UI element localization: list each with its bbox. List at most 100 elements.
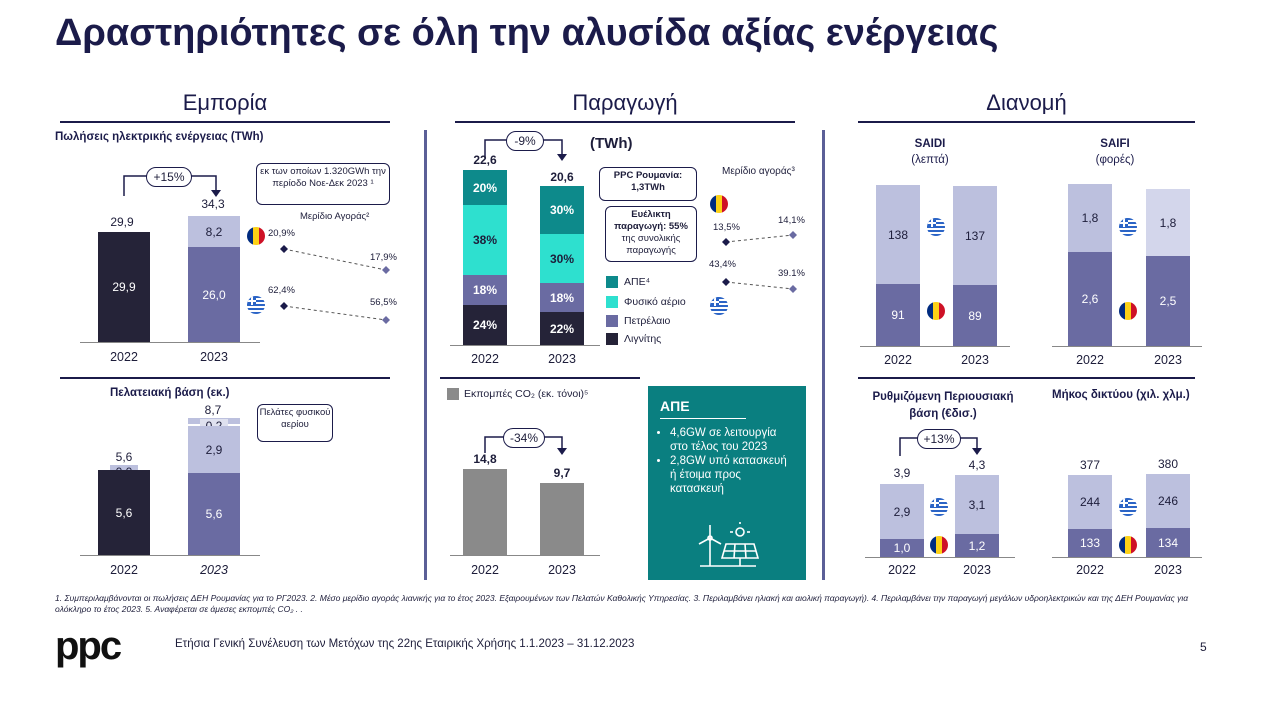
saifi-2023-ro: 2,5: [1146, 256, 1190, 346]
year-label: 2022: [471, 352, 499, 366]
year-label: 2023: [963, 563, 991, 577]
co2-title: Εκπομπές CO₂ (εκ. τόνοι)⁵: [464, 388, 589, 400]
generation-share-label: Μερίδιο αγοράς³: [722, 166, 795, 177]
flex-bold: Ευέλικτη παραγωγή: 55%: [614, 209, 688, 232]
legend-res: ΑΠΕ⁴: [624, 276, 651, 288]
gen-2022-lignite: 24%: [463, 305, 507, 345]
divider: [858, 121, 1195, 123]
legend-oil: Πετρέλαιο: [624, 315, 671, 327]
divider: [455, 121, 795, 123]
generation-total-2023: 20,6: [550, 170, 574, 184]
saidi-2023-ro: 89: [953, 285, 997, 346]
rab-total-2022: 3,9: [893, 466, 911, 480]
section-distribution: Διανομή: [986, 90, 1067, 115]
customers-title: Πελατειακή βάση (εκ.): [110, 387, 230, 399]
co2-bar-2022: [463, 469, 507, 555]
gen-2023-lignite: 22%: [540, 312, 584, 345]
customers-total-2022: 5,6: [115, 450, 133, 464]
network-2022-gr: 244: [1068, 475, 1112, 529]
co2-value-2022: 14,8: [473, 452, 497, 466]
sales-ro-share-2022: 20,9%: [268, 228, 295, 239]
legend-lignite: Λιγνίτης: [624, 333, 662, 345]
ppc-logo: ppc: [55, 624, 122, 668]
year-label: 2023: [1154, 353, 1182, 367]
divider: [60, 377, 390, 379]
legend-swatch-res: [606, 276, 618, 288]
saidi-2023-gr: 137: [953, 186, 997, 285]
greece-flag-icon: [1119, 498, 1137, 516]
saifi-2023-gr: 1,8: [1146, 189, 1190, 256]
saidi-2022-ro: 91: [876, 284, 920, 346]
customers-total-2023: 8,7: [204, 403, 222, 417]
res-box-list: 4,6GW σε λειτουργία στο τέλος του 2023 2…: [648, 426, 796, 496]
network-2023-gr: 246: [1146, 474, 1190, 528]
wind-solar-icon: [698, 522, 760, 567]
saidi-title: SAIDI: [914, 138, 946, 150]
footnote: 1. Συμπεριλαμβάνονται οι πωλήσεις ΔΕΗ Ρο…: [55, 593, 1189, 614]
generation-total-2022: 22,6: [473, 153, 497, 167]
year-label: 2022: [110, 563, 138, 577]
axis-line: [450, 345, 600, 346]
year-label: 2022: [1076, 563, 1104, 577]
gen-2022-oil: 18%: [463, 275, 507, 305]
network-2023-ro: 134: [1146, 528, 1190, 557]
res-box-title: ΑΠΕ: [660, 398, 690, 414]
gen-2023-gas: 30%: [540, 234, 584, 283]
greece-flag-icon: [930, 498, 948, 516]
greece-flag-icon: [710, 297, 728, 315]
page-title: Δραστηριότητες σε όλη την αλυσίδα αξίας …: [55, 12, 999, 54]
sales-bar-2023-top: 8,2: [188, 216, 240, 247]
sales-change-badge: +15%: [146, 167, 192, 187]
sales-total-2022: 29,9: [110, 215, 134, 229]
saifi-2022-ro: 2,6: [1068, 252, 1112, 346]
section-trade: Εμπορία: [182, 90, 268, 115]
sales-gr-share-2022: 62,4%: [268, 285, 295, 296]
divider: [440, 377, 640, 379]
sales-bar-2023-base: 26,0: [188, 247, 240, 342]
rab-change-badge: +13%: [917, 429, 961, 449]
romania-flag-icon: [1119, 302, 1137, 320]
rab-title: Ρυθμιζόμενη Περιουσιακή βάση (€δισ.): [872, 391, 1014, 420]
column-separator: [822, 130, 825, 580]
network-title: Μήκος δικτύου (χιλ. χλμ.): [1052, 389, 1190, 401]
rab-2023-ro: 1,2: [955, 534, 999, 557]
page-number: 5: [1200, 640, 1207, 654]
year-label: 2022: [888, 563, 916, 577]
saidi-2022-gr: 138: [876, 185, 920, 284]
sales-share-lines: [280, 245, 390, 324]
gen-2023-res: 30%: [540, 186, 584, 234]
year-label: 2023: [548, 563, 576, 577]
gen-ro-share-2023: 14,1%: [778, 215, 805, 226]
greece-flag-icon: [1119, 218, 1137, 236]
axis-line: [1052, 346, 1202, 347]
customers-bar-2022-base: 5,6: [98, 470, 150, 555]
romania-flag-icon: [1119, 536, 1137, 554]
sales-ro-share-2023: 17,9%: [370, 252, 397, 263]
axis-line: [1052, 557, 1202, 558]
axis-line: [865, 557, 1015, 558]
co2-bar-2023: [540, 483, 584, 555]
romania-flag-icon: [930, 536, 948, 554]
co2-swatch: [447, 388, 459, 400]
divider: [60, 121, 390, 123]
gen-gr-share-2023: 39.1%: [778, 268, 805, 279]
column-separator: [424, 130, 427, 580]
section-production: Παραγωγή: [572, 90, 678, 115]
co2-value-2023: 9,7: [553, 466, 571, 480]
res-bullet: 4,6GW σε λειτουργία στο τέλος του 2023: [670, 426, 796, 454]
year-label: 2022: [884, 353, 912, 367]
co2-change-badge: -34%: [503, 428, 545, 448]
saifi-title: SAIFI: [1100, 138, 1130, 150]
romania-flag-icon: [927, 302, 945, 320]
sales-bar-2022-base: 29,9: [98, 232, 150, 342]
sales-total-2023: 34,3: [201, 197, 225, 211]
year-label: 2022: [110, 350, 138, 364]
res-box-underline: [660, 418, 746, 419]
footer-text: Ετήσια Γενική Συνέλευση των Μετόχων της …: [175, 638, 635, 650]
legend-swatch-gas: [606, 296, 618, 308]
saidi-unit: (λεπτά): [911, 154, 949, 166]
gen-gr-share-2022: 43,4%: [709, 259, 736, 270]
greece-flag-icon: [247, 296, 265, 314]
ppc-romania-note: PPC Ρουμανία: 1,3TWh: [599, 167, 697, 201]
res-box: ΑΠΕ 4,6GW σε λειτουργία στο τέλος του 20…: [648, 386, 806, 580]
